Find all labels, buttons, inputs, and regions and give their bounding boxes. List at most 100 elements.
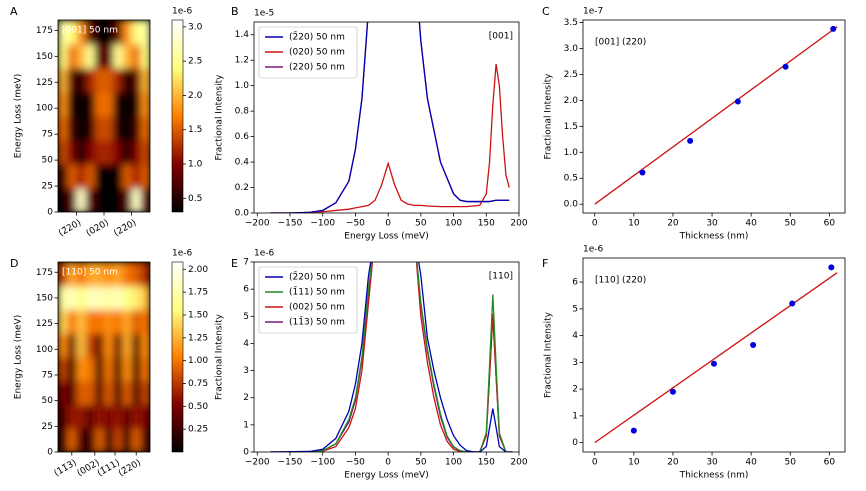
heatmap-cell — [94, 428, 105, 452]
y-tick-label: 6 — [243, 285, 249, 295]
y-tick-label: 175 — [36, 268, 53, 278]
heatmap-cell — [76, 164, 87, 189]
scale-label: 1e-7 — [583, 7, 603, 17]
annotation: [110] — [489, 272, 513, 282]
annotation: [110] 50 nm — [62, 268, 118, 278]
heatmap-cell — [104, 44, 114, 69]
heatmap-cell — [58, 188, 68, 212]
heatmap-cell — [140, 262, 150, 287]
heatmap-cell — [131, 44, 142, 69]
heatmap-cell — [131, 262, 142, 287]
colorbar-tick-label: 0.50 — [188, 402, 208, 412]
heatmap-cell — [104, 380, 114, 406]
series-line — [270, 63, 510, 213]
heatmap-cell — [67, 92, 77, 117]
heatmap-cell — [140, 404, 150, 429]
y-tick-label: 50 — [42, 396, 54, 406]
fit-line — [594, 26, 838, 205]
heatmap-cell — [122, 333, 133, 358]
heatmap-cell — [122, 92, 133, 117]
heatmap-cell — [131, 333, 142, 358]
heatmap-cell — [140, 164, 150, 189]
heatmap-cell — [140, 188, 150, 212]
x-tick-label: (11̄3) — [53, 458, 79, 479]
heatmap-cell — [94, 20, 105, 45]
heatmap-cell — [140, 428, 150, 452]
x-tick-label: (2̄20) — [117, 458, 143, 479]
heatmap-cell — [122, 188, 133, 212]
heatmap-cell — [85, 116, 96, 141]
heatmap-cell — [85, 404, 96, 429]
heatmap-cell — [94, 309, 105, 334]
y-axis-label: Fractional Intensity — [544, 73, 554, 160]
data-point — [711, 360, 717, 367]
data-point — [630, 427, 637, 434]
panel-label: D — [10, 257, 18, 270]
heatmap-cell — [122, 116, 133, 141]
heatmap-cell — [113, 188, 123, 212]
heatmap-cell — [76, 68, 87, 93]
heatmap-cell — [67, 140, 77, 165]
x-tick-label: −50 — [346, 219, 365, 229]
heatmap-cell — [67, 380, 77, 406]
heatmap-cell — [58, 140, 68, 165]
y-tick-label: 1.0 — [564, 148, 579, 158]
y-tick-label: 5 — [572, 304, 578, 314]
y-tick-label: 0 — [572, 438, 578, 448]
heatmap-cells — [58, 20, 150, 212]
legend-label: (2̄20) 50 nm — [289, 31, 345, 43]
legend-label: (220) 50 nm — [289, 63, 345, 73]
colorbar-tick-label: 0.75 — [188, 379, 208, 389]
heatmap-cell — [85, 68, 96, 93]
heatmap — [58, 20, 150, 212]
heatmap-cell — [131, 309, 142, 334]
y-tick-label: 3.0 — [564, 44, 579, 54]
heatmap-cell — [104, 92, 114, 117]
heatmap-cell — [140, 20, 150, 45]
heatmap-cell — [140, 92, 150, 117]
heatmap-cell — [131, 164, 142, 189]
heatmap-cell — [67, 357, 77, 382]
x-tick-label: 150 — [478, 458, 495, 468]
heatmap-cell — [140, 333, 150, 358]
heatmap-cell — [104, 188, 114, 212]
heatmap-cell — [140, 309, 150, 334]
heatmap-cell — [122, 357, 133, 382]
heatmap-cell — [122, 164, 133, 189]
heatmap-cell — [58, 68, 68, 93]
heatmap-cell — [85, 92, 96, 117]
data-point — [687, 137, 694, 144]
y-tick-label: 75 — [42, 130, 53, 140]
y-tick-label: 75 — [42, 370, 53, 380]
heatmap-cell — [58, 404, 68, 429]
heatmap-cell — [113, 164, 123, 189]
y-tick-label: 150 — [36, 52, 53, 62]
y-axis-label: Fractional Intensity — [215, 313, 225, 400]
legend-box — [258, 266, 358, 334]
heatmap-cell — [76, 92, 87, 117]
x-tick-label: −150 — [278, 458, 303, 468]
heatmap-cell — [94, 164, 105, 189]
heatmap-cell — [94, 404, 105, 429]
heatmap-cell — [85, 262, 96, 287]
heatmap-cell — [131, 380, 142, 406]
y-tick-label: 0.4 — [235, 158, 250, 168]
x-tick-label: 50 — [415, 458, 427, 468]
y-tick-label: 0.2 — [235, 183, 249, 193]
x-tick-label: 100 — [445, 458, 462, 468]
annotation: [001] — [489, 32, 513, 42]
heatmap-cell — [67, 428, 77, 452]
heatmap-cell — [94, 380, 105, 406]
colorbar — [171, 261, 184, 453]
heatmap-cell — [76, 428, 87, 452]
x-tick-label: 30 — [706, 219, 718, 229]
heatmap-cell — [67, 116, 77, 141]
colorbar-tick-label: 2.00 — [188, 265, 208, 275]
y-tick-label: 0.5 — [564, 174, 578, 184]
data-point — [828, 264, 835, 271]
x-tick-label: 0 — [592, 219, 598, 229]
heatmap-cell — [85, 309, 96, 334]
annotation: [001] (2̄20) — [595, 38, 646, 48]
x-tick-label: 40 — [745, 219, 757, 229]
